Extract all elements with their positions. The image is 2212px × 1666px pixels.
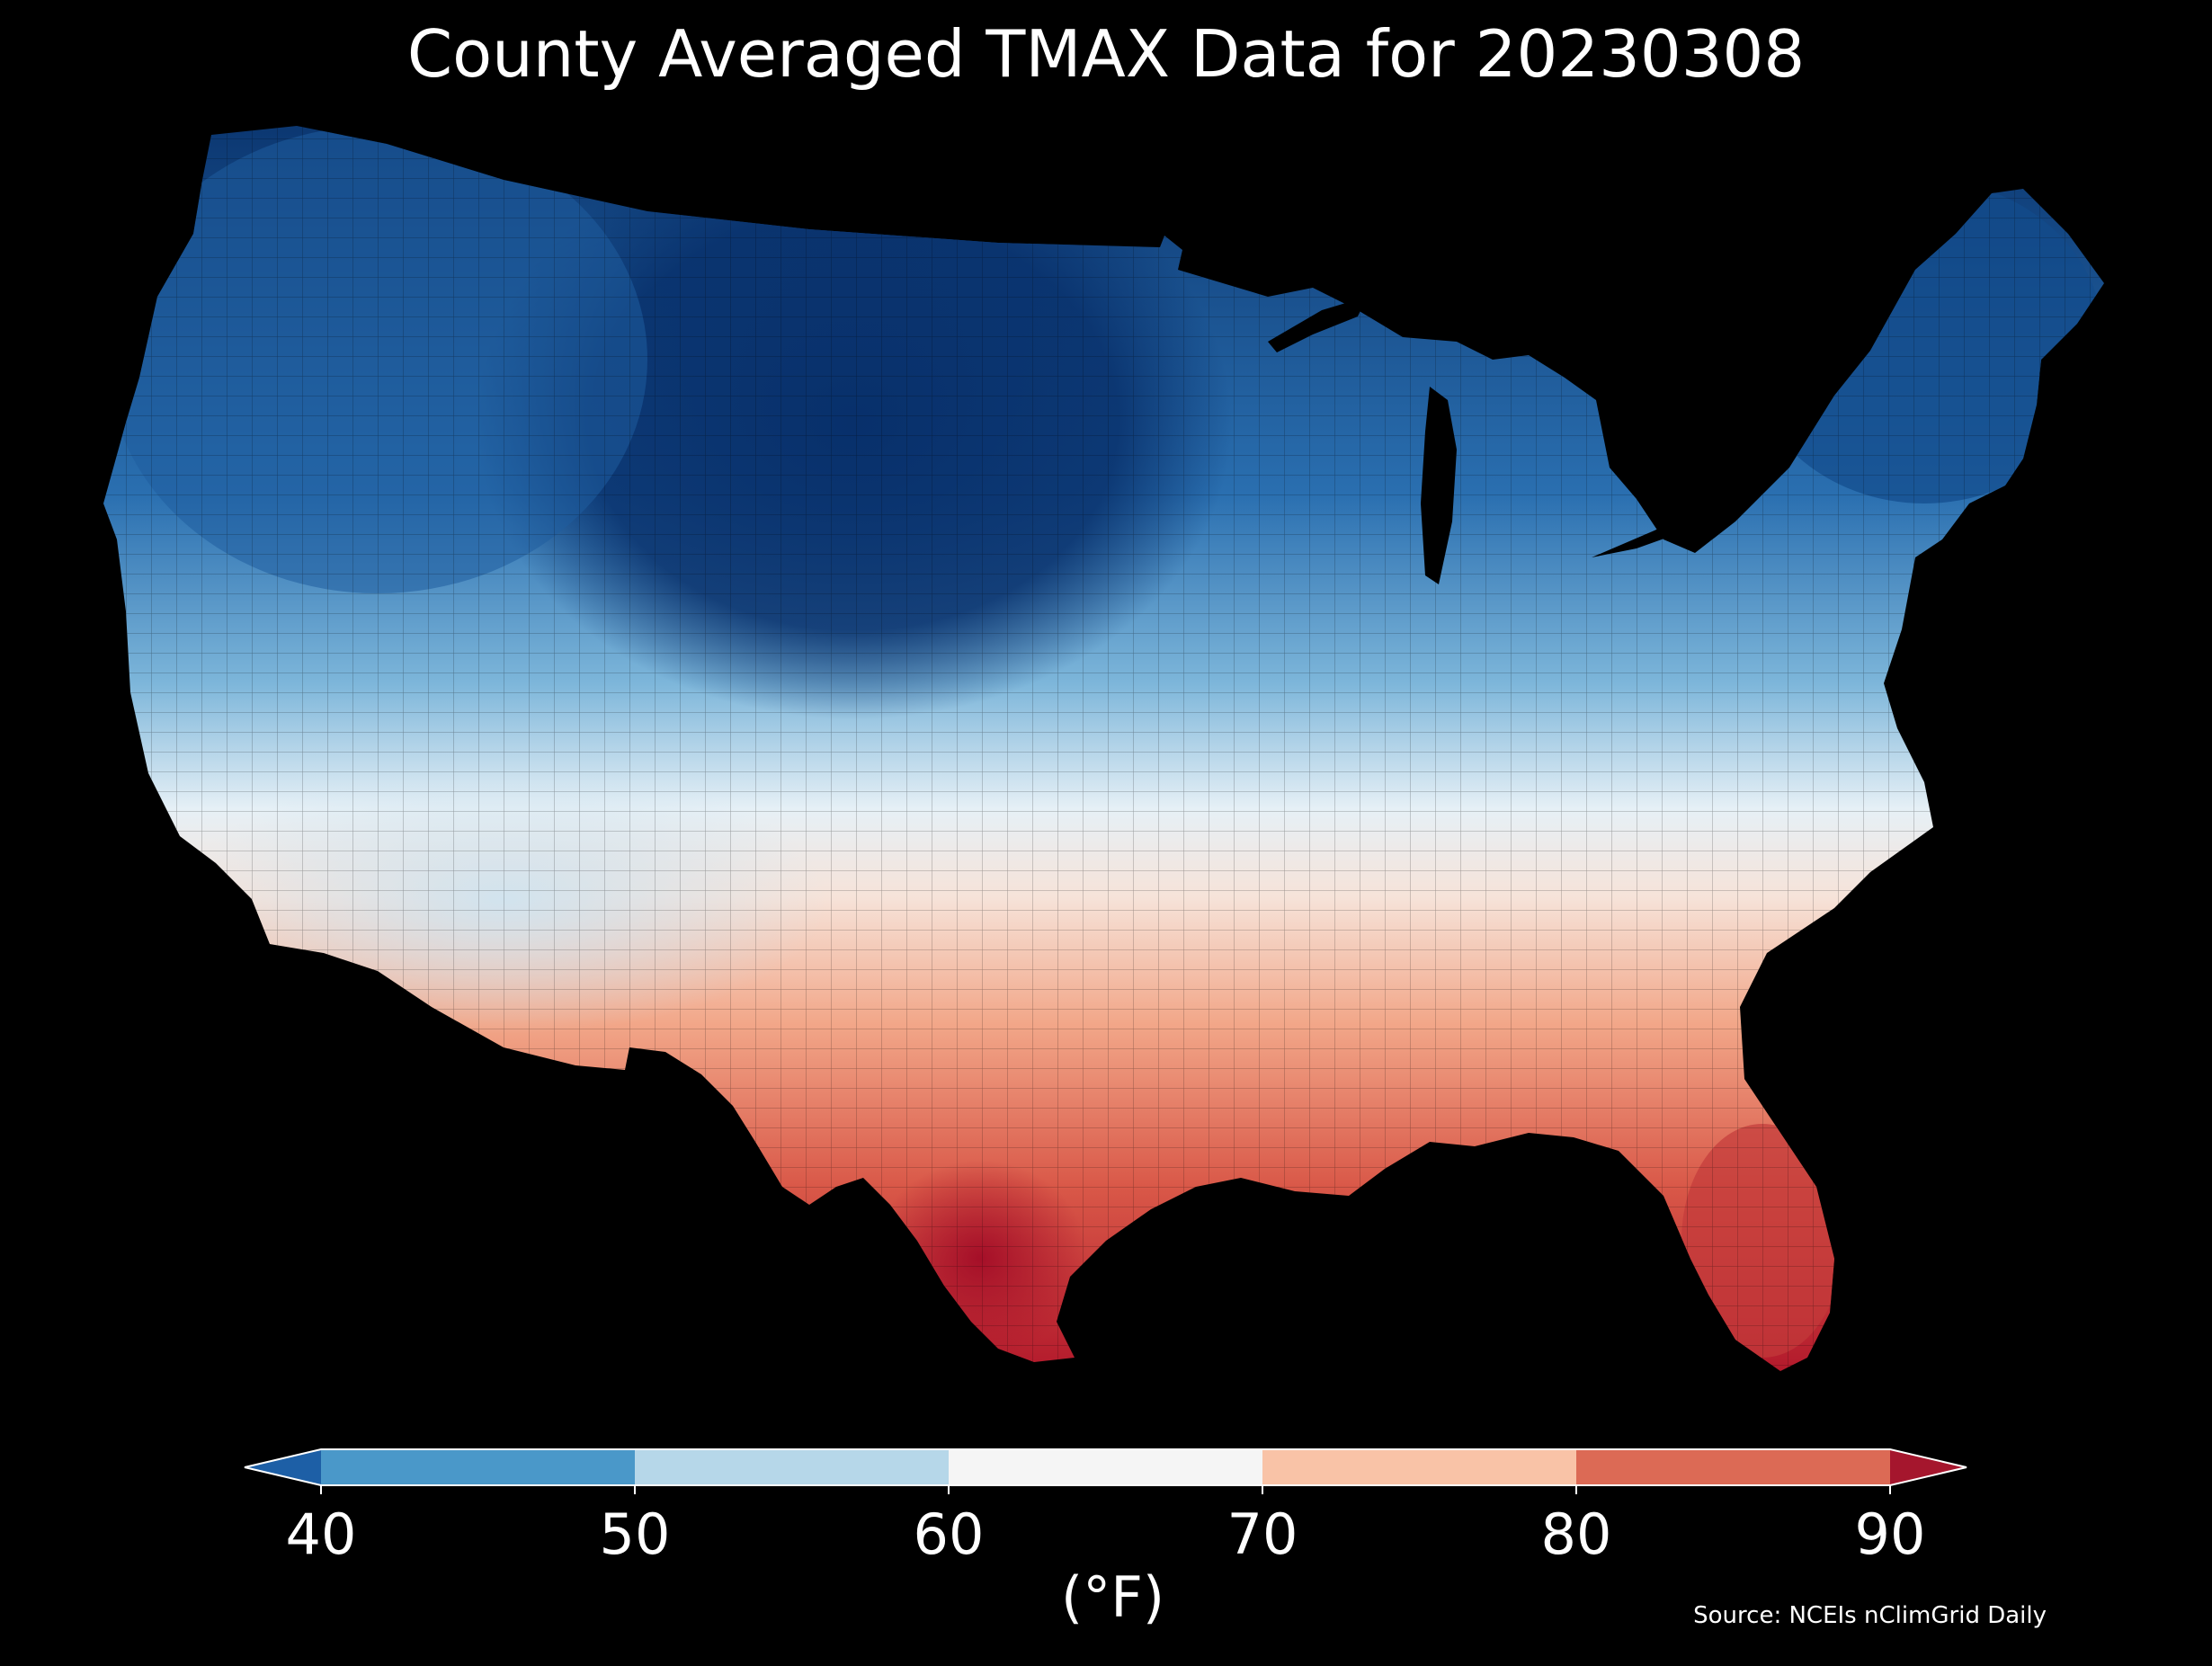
colorbar-segment bbox=[1576, 1449, 1891, 1485]
colorbar-unit-label: (°F) bbox=[1061, 1564, 1165, 1630]
lake-superior bbox=[1268, 297, 1367, 352]
colorbar-tick-label: 40 bbox=[286, 1501, 357, 1567]
colorbar-tick-label: 90 bbox=[1855, 1501, 1926, 1567]
colorbar-tick-label: 60 bbox=[914, 1501, 985, 1567]
lake-michigan bbox=[1421, 387, 1457, 584]
colorbar-extend-high bbox=[1890, 1449, 1967, 1485]
colorbar-tick-label: 80 bbox=[1541, 1501, 1612, 1567]
us-county-map bbox=[103, 126, 2104, 1371]
colorbar-segment bbox=[635, 1449, 950, 1485]
map-title: County Averaged TMAX Data for 20230308 bbox=[406, 16, 1806, 92]
colorbar-tick-label: 50 bbox=[600, 1501, 671, 1567]
lake-erie-ontario bbox=[1592, 486, 1762, 557]
colorbar-segment bbox=[1262, 1449, 1577, 1485]
colorbar-segment bbox=[949, 1449, 1263, 1485]
colorbar-extend-low bbox=[245, 1449, 321, 1485]
source-credit: Source: NCEIs nClimGrid Daily bbox=[1693, 1602, 2047, 1629]
colorbar-segment bbox=[321, 1449, 636, 1485]
colorbar-tick-label: 70 bbox=[1227, 1501, 1298, 1567]
